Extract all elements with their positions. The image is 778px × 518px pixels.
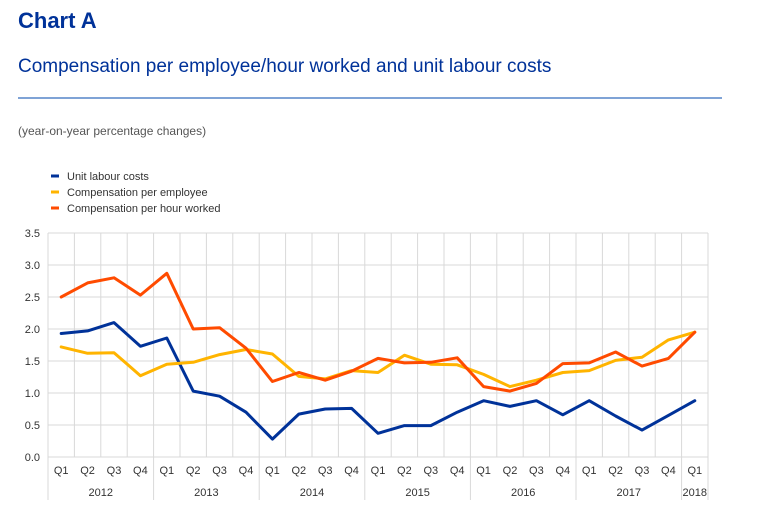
x-tick-label: Q2: [503, 465, 518, 477]
chart-label: Chart A: [18, 8, 97, 33]
x-year-label: 2012: [89, 487, 113, 499]
x-tick-label: Q4: [344, 465, 359, 477]
y-tick-label: 0.0: [25, 452, 40, 464]
x-tick-label: Q3: [529, 465, 544, 477]
y-tick-label: 2.5: [25, 292, 40, 304]
chart-title: Compensation per employee/hour worked an…: [18, 56, 552, 77]
y-tick-label: 1.0: [25, 388, 40, 400]
legend-entry: Compensation per hour worked: [67, 203, 220, 215]
x-tick-label: Q2: [397, 465, 412, 477]
y-tick-label: 0.5: [25, 420, 40, 432]
grid: [47, 232, 709, 458]
x-tick-label: Q1: [476, 465, 491, 477]
legend: Unit labour costs Compensation per employ…: [51, 171, 220, 215]
x-tick-label: Q2: [291, 465, 306, 477]
x-tick-label: Q3: [212, 465, 227, 477]
x-tick-label: Q1: [54, 465, 69, 477]
x-tick-label: Q4: [133, 465, 148, 477]
x-year-label: 2014: [300, 487, 324, 499]
legend-entry: Unit labour costs: [67, 171, 149, 183]
x-tick-label: Q1: [582, 465, 597, 477]
x-year-label: 2018: [683, 487, 707, 499]
y-tick-label: 3.0: [25, 260, 40, 272]
x-tick-label: Q3: [107, 465, 122, 477]
x-tick-label: Q1: [371, 465, 386, 477]
x-tick-label: Q1: [159, 465, 174, 477]
x-tick-label: Q4: [555, 465, 570, 477]
x-tick-label: Q1: [687, 465, 702, 477]
y-tick-label: 1.5: [25, 356, 40, 368]
x-tick-label: Q3: [635, 465, 650, 477]
series-line-compensation-per-hour-worked: [59, 271, 697, 393]
y-axis-ticks: 0.0 0.5 1.0 1.5 2.0 2.5 3.0 3.5: [25, 228, 40, 464]
series-lines: [59, 271, 697, 441]
x-year-label: 2017: [617, 487, 641, 499]
y-tick-label: 2.0: [25, 324, 40, 336]
x-tick-label: Q1: [265, 465, 280, 477]
x-year-label: 2015: [405, 487, 429, 499]
x-tick-label: Q3: [318, 465, 333, 477]
x-tick-label: Q3: [423, 465, 438, 477]
x-tick-label: Q2: [80, 465, 95, 477]
x-year-label: 2016: [511, 487, 535, 499]
x-tick-label: Q4: [661, 465, 676, 477]
x-tick-label: Q2: [608, 465, 623, 477]
x-axis-ticks: Q1 Q2 Q3 Q4 Q1 Q2 Q3 Q4 Q1 Q2 Q3 Q4 Q1 Q2 Q3 Q4 Q1 Q2 Q3 Q4…: [47, 457, 709, 500]
units-label: (year-on-year percentage changes): [18, 124, 207, 138]
x-tick-label: Q2: [186, 465, 201, 477]
y-tick-label: 3.5: [25, 228, 40, 240]
legend-entry: Compensation per employee: [67, 187, 208, 199]
series-line-compensation-per-employee: [59, 330, 697, 389]
x-tick-label: Q4: [450, 465, 465, 477]
x-tick-label: Q4: [239, 465, 254, 477]
title-divider: [18, 97, 722, 99]
x-year-label: 2013: [194, 487, 218, 499]
series-line-unit-labour-costs: [59, 321, 697, 441]
